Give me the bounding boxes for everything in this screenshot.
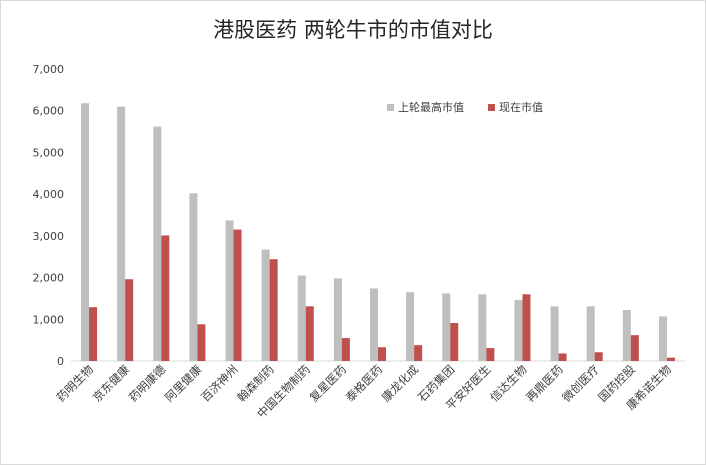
bars-group: [81, 103, 675, 362]
y-tick-label: 3,000: [33, 230, 65, 243]
bar-previous-peak: [261, 249, 270, 361]
x-category-label: 微创医疗: [559, 362, 601, 404]
bar-previous-peak: [333, 278, 342, 361]
y-tick-label: 0: [57, 355, 64, 368]
bar-current: [666, 357, 675, 361]
bar-current: [486, 348, 495, 361]
y-tick-label: 5,000: [33, 146, 65, 159]
legend-swatch: [387, 104, 394, 111]
bar-current: [558, 353, 567, 361]
x-category-label: 康龙化成: [379, 362, 422, 405]
legend-label: 上轮最高市值: [398, 100, 464, 114]
x-category-label: 信达生物: [487, 362, 529, 404]
bar-current: [522, 294, 531, 361]
bar-current: [89, 307, 98, 361]
bar-current: [341, 338, 350, 361]
y-axis-ticks: 0 1,000 2,000 3,000 4,000 5,000 6,000 7,000: [33, 63, 65, 368]
bar-current: [233, 229, 242, 361]
y-tick-label: 1,000: [33, 313, 65, 326]
bar-previous-peak: [586, 306, 595, 361]
bar-previous-peak: [370, 288, 378, 361]
y-tick-label: 6,000: [33, 105, 65, 118]
legend: 上轮最高市值 现在市值: [387, 100, 543, 114]
bar-current: [305, 306, 314, 361]
bar-previous-peak: [297, 275, 306, 361]
x-category-label: 药明生物: [54, 362, 96, 404]
bar-previous-peak: [442, 293, 451, 361]
bar-previous-peak: [81, 103, 90, 361]
chart-title: 港股医药 两轮牛市的市值对比: [213, 18, 493, 42]
x-category-label: 百济神州: [198, 362, 240, 404]
bar-current: [414, 345, 423, 361]
x-category-label: 阿里健康: [162, 362, 205, 405]
x-category-label: 京东健康: [90, 362, 133, 405]
x-category-label: 药明康德: [126, 362, 169, 405]
legend-label: 现在市值: [499, 100, 543, 114]
bar-current: [630, 335, 639, 361]
x-category-label: 复星医药: [307, 362, 349, 404]
bar-previous-peak: [550, 306, 559, 361]
bar-current: [197, 324, 206, 361]
y-tick-label: 7,000: [33, 63, 65, 76]
x-category-label: 再鼎医药: [523, 362, 565, 404]
bar-current: [161, 235, 170, 361]
x-axis-labels: 药明生物京东健康药明康德阿里健康百济神州翰森制药中国生物制药复星医药泰格医药康龙…: [54, 362, 674, 421]
bar-previous-peak: [478, 294, 487, 361]
y-tick-label: 2,000: [33, 272, 65, 285]
bar-previous-peak: [189, 193, 198, 361]
bar-current: [594, 352, 603, 361]
bar-previous-peak: [658, 316, 667, 361]
bar-previous-peak: [406, 292, 415, 361]
bar-current: [269, 259, 278, 361]
x-category-label: 泰格医药: [343, 362, 385, 404]
bar-previous-peak: [225, 220, 234, 361]
bar-previous-peak: [117, 106, 126, 362]
bar-current: [450, 323, 459, 361]
bar-current: [378, 347, 386, 361]
legend-swatch: [488, 104, 495, 111]
bar-previous-peak: [153, 126, 162, 362]
y-tick-label: 4,000: [33, 188, 65, 201]
bar-previous-peak: [514, 300, 523, 361]
bar-previous-peak: [622, 310, 631, 361]
bar-current: [125, 279, 134, 361]
